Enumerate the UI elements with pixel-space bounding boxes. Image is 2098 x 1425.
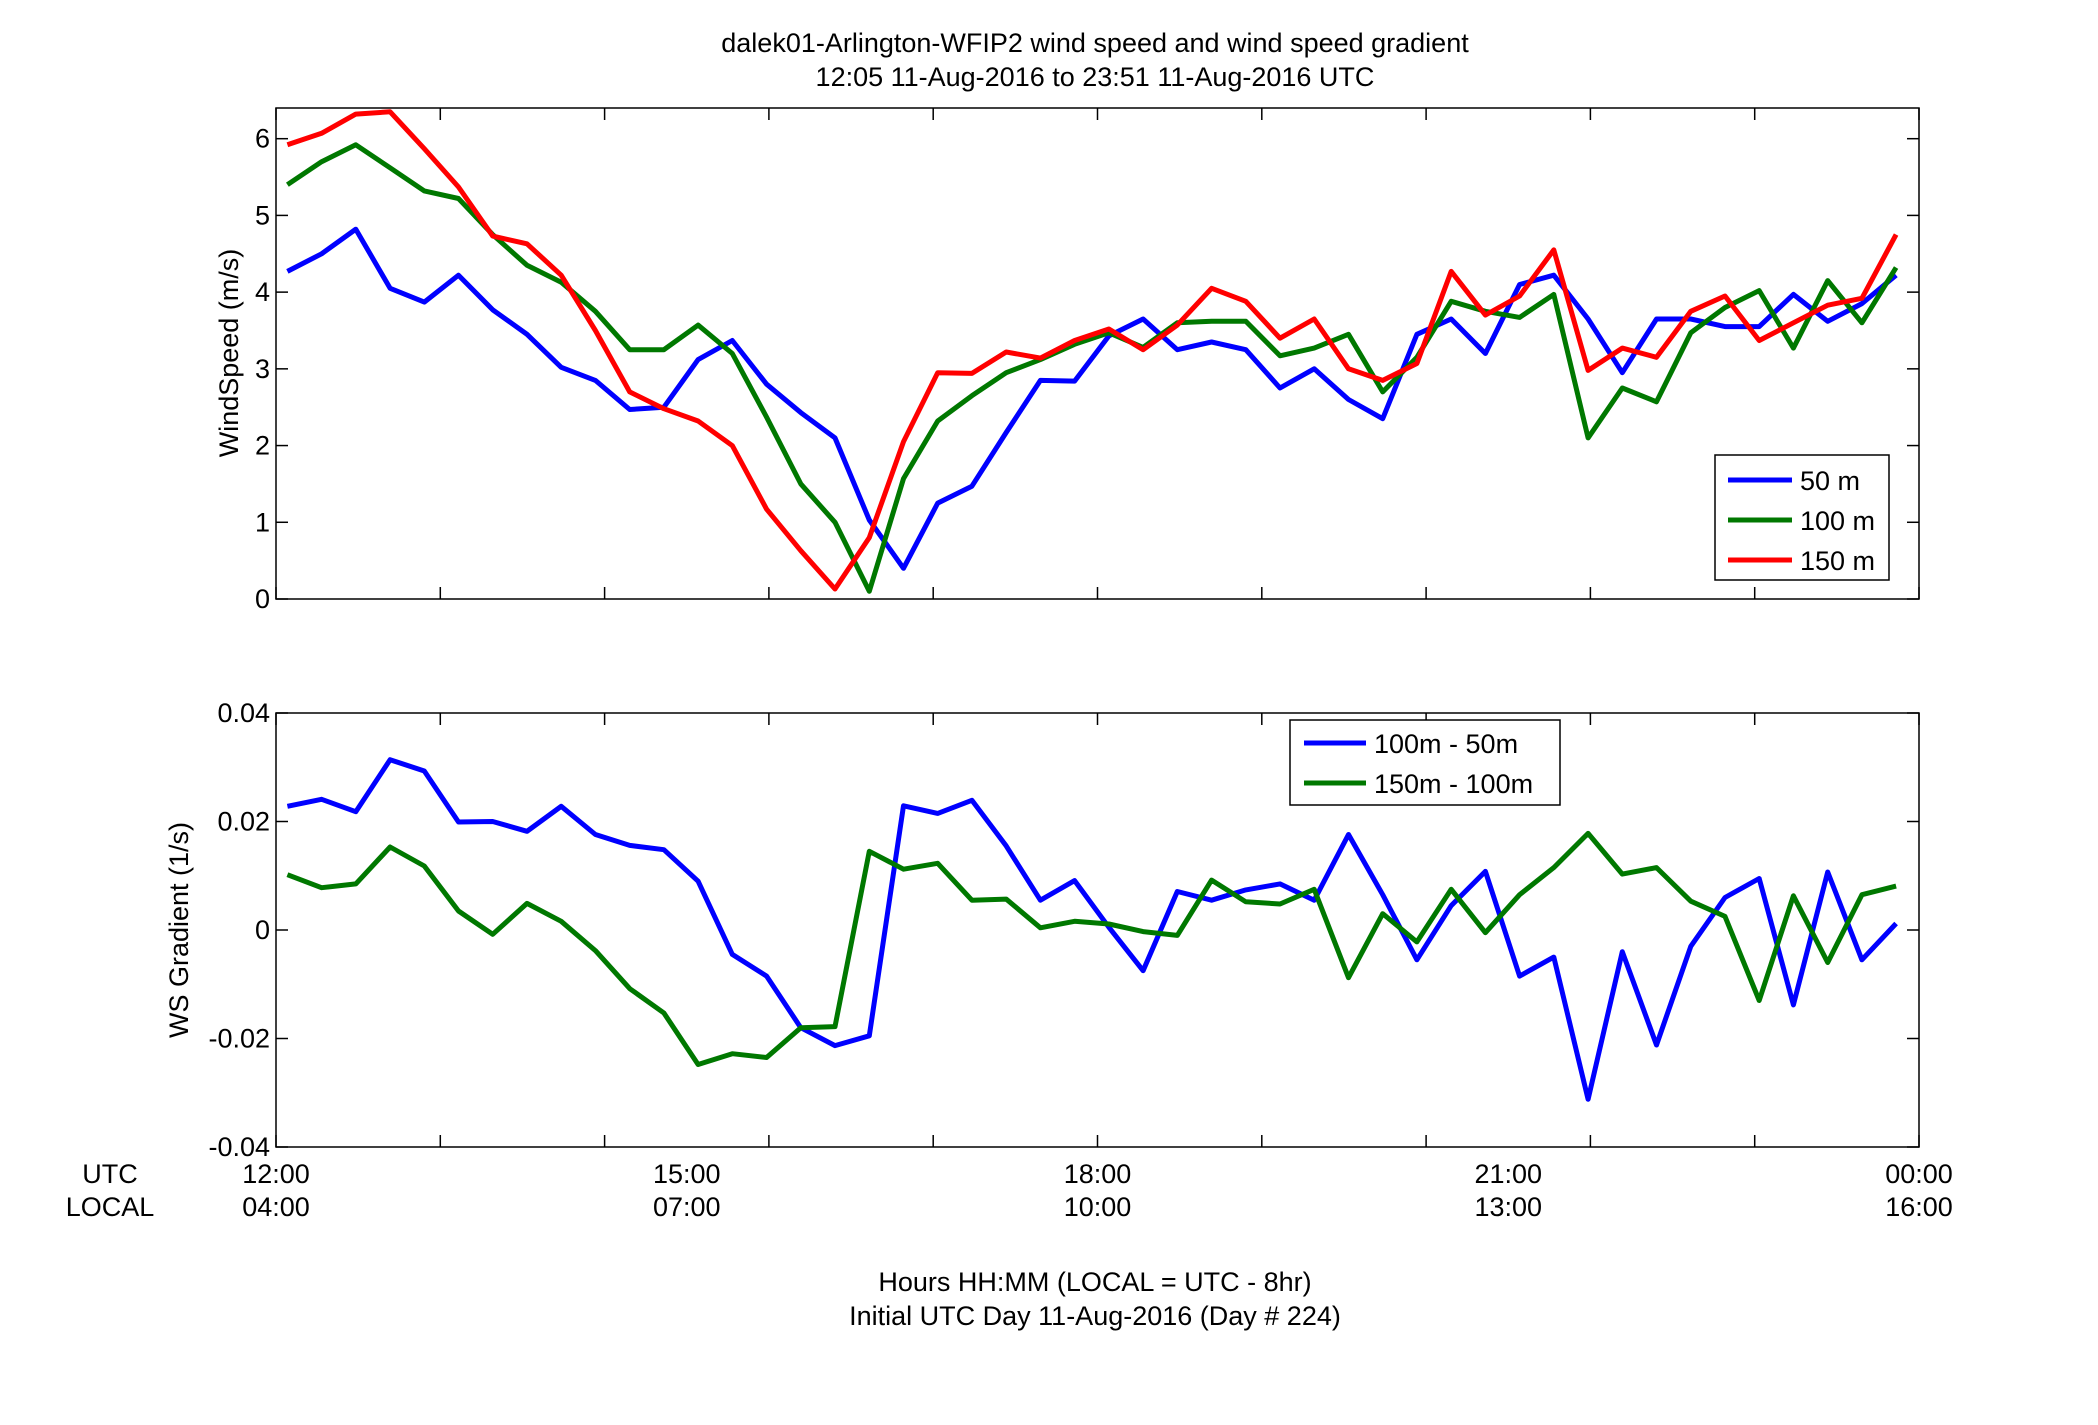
windspeed-ytick-label: 5 [255, 200, 270, 230]
windspeed-legend-label: 100 m [1800, 506, 1875, 536]
x-tick-label-utc: 18:00 [1064, 1159, 1132, 1189]
chart-title-line2: 12:05 11-Aug-2016 to 23:51 11-Aug-2016 U… [816, 62, 1375, 92]
windspeed-ytick-label: 6 [255, 124, 270, 154]
x-axis-label-line2: Initial UTC Day 11-Aug-2016 (Day # 224) [849, 1301, 1341, 1331]
windspeed-series-line-2 [286, 109, 1899, 592]
gradient-panel: -0.04 -0.02 0 0.02 0.04 WS Gradient (1/s) 10… [164, 698, 1920, 1162]
x-tick-label-local: 04:00 [242, 1192, 310, 1222]
windspeed-ylabel: WindSpeed (m/s) [214, 249, 244, 458]
gradient-axes-frame [275, 712, 1920, 1148]
windspeed-ytick-label: 1 [255, 507, 270, 537]
gradient-legend: 100m - 50m 150m - 100m [1289, 719, 1561, 806]
gradient-series-line-1 [286, 830, 1897, 1067]
windspeed-ytick-label: 0 [255, 584, 270, 614]
row-label-local: LOCAL [66, 1192, 155, 1222]
windspeed-ytick-label: 3 [255, 354, 270, 384]
x-tick-label-utc: 15:00 [653, 1159, 721, 1189]
gradient-ytick-label: 0.02 [217, 807, 270, 837]
windspeed-legend-label: 150 m [1800, 546, 1875, 576]
windspeed-ytick-label: 2 [255, 431, 270, 461]
x-tick-label-utc: 12:00 [242, 1159, 310, 1189]
gradient-ytick-label: -0.04 [208, 1132, 270, 1162]
windspeed-series-lines [286, 109, 1899, 594]
gradient-ytick-label: 0 [255, 915, 270, 945]
x-tick-label-local: 13:00 [1474, 1192, 1542, 1222]
gradient-ylabel: WS Gradient (1/s) [164, 822, 194, 1038]
x-tick-label-local: 16:00 [1885, 1192, 1953, 1222]
chart-title-line1: dalek01-Arlington-WFIP2 wind speed and w… [721, 28, 1469, 58]
x-axis-label-line1: Hours HH:MM (LOCAL = UTC - 8hr) [878, 1267, 1311, 1297]
gradient-series-lines [286, 757, 1898, 1102]
windspeed-series-line-1 [286, 142, 1899, 594]
gradient-series-line-0 [286, 757, 1898, 1102]
gradient-x-ticks [275, 713, 1920, 1147]
windspeed-x-ticks [275, 108, 1920, 599]
gradient-y-ticks: -0.04 -0.02 0 0.02 0.04 [208, 698, 1919, 1162]
gradient-legend-label: 100m - 50m [1374, 729, 1518, 759]
windspeed-legend: 50 m 100 m 150 m [1714, 454, 1890, 581]
windspeed-series-line-0 [286, 226, 1898, 571]
x-tick-label-local: 10:00 [1064, 1192, 1132, 1222]
x-tick-label-utc: 21:00 [1474, 1159, 1542, 1189]
gradient-ytick-label: 0.04 [217, 698, 270, 728]
row-label-utc: UTC [82, 1159, 138, 1189]
windspeed-ytick-label: 4 [255, 277, 270, 307]
gradient-legend-label: 150m - 100m [1374, 769, 1533, 799]
windspeed-panel: 0 1 2 3 4 5 6 WindSpeed (m/s) 50 m 100 m 150 m [214, 107, 1920, 614]
x-tick-label-local: 07:00 [653, 1192, 721, 1222]
x-tick-label-utc: 00:00 [1885, 1159, 1953, 1189]
gradient-legend-box [1289, 719, 1561, 806]
windspeed-y-ticks: 0 1 2 3 4 5 6 [255, 124, 1919, 614]
gradient-ytick-label: -0.02 [208, 1024, 270, 1054]
windspeed-legend-label: 50 m [1800, 466, 1860, 496]
